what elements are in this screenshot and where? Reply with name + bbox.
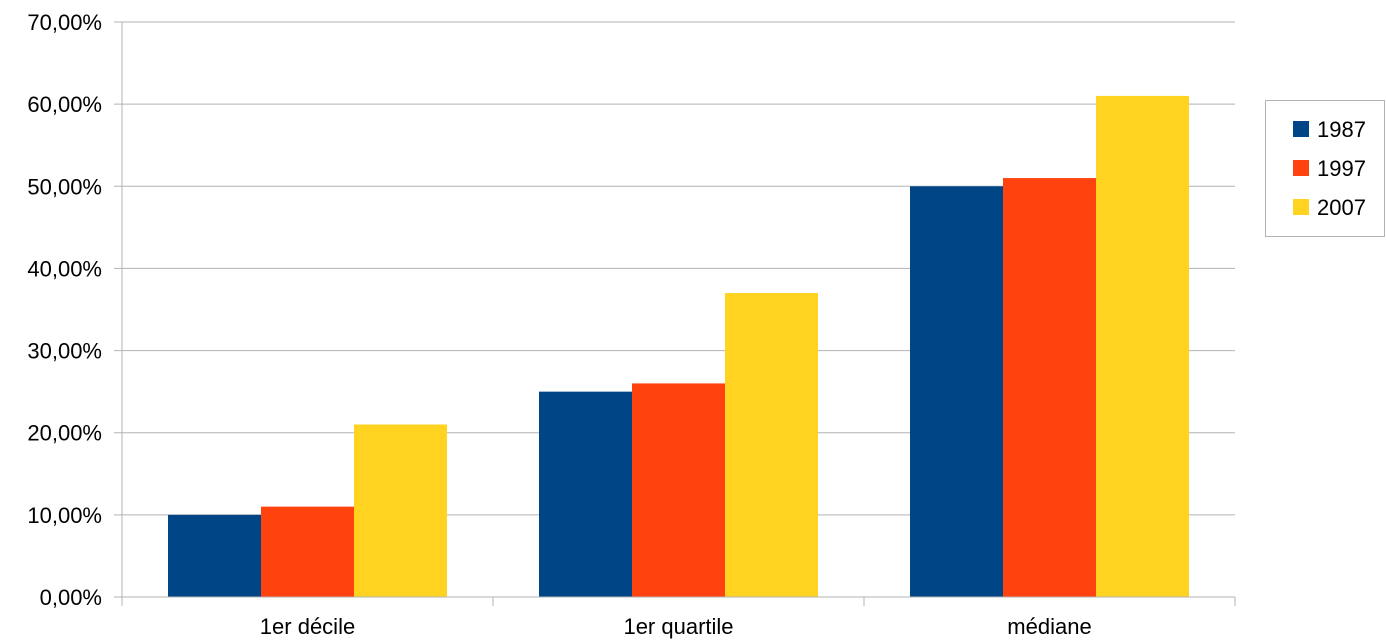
bars (168, 95, 1189, 598)
legend-swatch-1987 (1293, 121, 1309, 137)
legend-label: 1997 (1317, 156, 1366, 181)
y-tick-label: 50,00% (27, 174, 102, 199)
y-tick-label: 40,00% (27, 256, 102, 281)
bar-1987-2 (539, 391, 632, 597)
bar-1997-2 (632, 383, 725, 597)
legend: 1987 1997 2007 (1265, 100, 1385, 237)
x-tick-label: médiane (1007, 614, 1091, 639)
bar-1997-3 (1003, 178, 1096, 598)
bar-2007-1 (354, 424, 447, 597)
y-tick-label: 60,00% (27, 92, 102, 117)
y-axis-tick-labels: 0,00% 10,00% 20,00% 30,00% 40,00% 50,00% 60,00… (27, 10, 102, 610)
bar-2007-3 (1096, 95, 1189, 597)
legend-label: 2007 (1317, 195, 1366, 220)
bar-1987-3 (910, 186, 1003, 598)
bar-1997-1 (261, 506, 354, 597)
y-tick-label: 0,00% (40, 585, 102, 610)
y-tick-label: 70,00% (27, 10, 102, 35)
bar-1987-1 (168, 514, 261, 597)
legend-box (1265, 100, 1385, 237)
x-tick-label: 1er quartile (623, 614, 733, 639)
legend-swatch-2007 (1293, 199, 1309, 215)
y-tick-label: 30,00% (27, 339, 102, 364)
bar-2007-2 (725, 293, 818, 597)
x-tick-label: 1er décile (260, 614, 355, 639)
y-tick-label: 10,00% (27, 503, 102, 528)
legend-label: 1987 (1317, 117, 1366, 142)
axes (121, 22, 1236, 606)
x-axis-tick-labels: 1er décile 1er quartile médiane (260, 614, 1092, 639)
legend-swatch-1997 (1293, 160, 1309, 176)
y-tick-label: 20,00% (27, 421, 102, 446)
